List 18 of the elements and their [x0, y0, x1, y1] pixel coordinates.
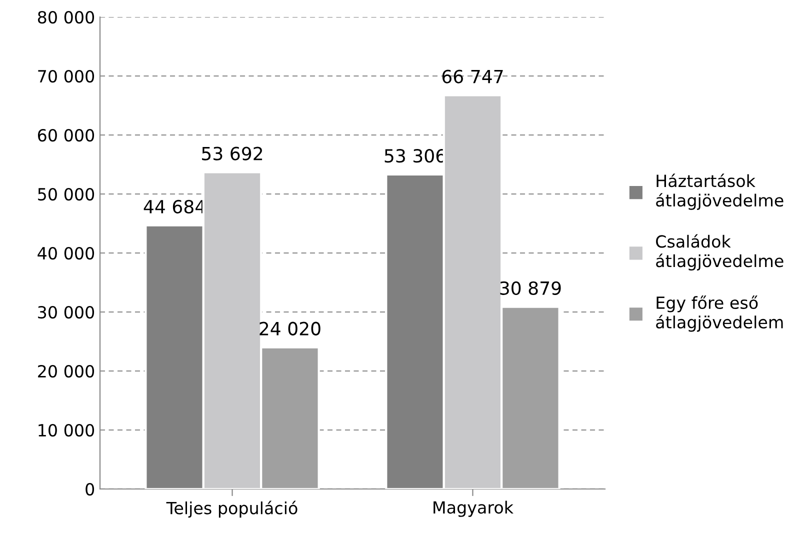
y-tick-label: 10 000	[38, 424, 94, 437]
y-tick-label: 80 000	[38, 10, 94, 24]
data-label: 24 020	[260, 322, 320, 336]
data-label: 53 692	[202, 146, 262, 160]
x-tick-label: Magyarok	[434, 500, 514, 517]
y-tick-label: 50 000	[38, 188, 94, 201]
data-label: 30 879	[500, 281, 561, 295]
y-tick-label: 30 000	[38, 306, 94, 319]
legend-label: Családok átlagjövedelme	[656, 234, 784, 270]
y-tick-label: 40 000	[38, 246, 94, 260]
y-tick-label: 20 000	[38, 364, 94, 378]
y-tick-label: 60 000	[38, 128, 94, 142]
data-label: 66 747	[442, 70, 503, 84]
y-tick-label: 70 000	[38, 70, 94, 83]
y-tick-label: 0	[86, 482, 94, 496]
x-tick-label: Teljes populáció	[166, 500, 298, 518]
legend-label: Háztartások átlagjövedelme	[656, 174, 784, 210]
legend-label: Egy főre eső átlagjövedelem	[656, 295, 783, 332]
